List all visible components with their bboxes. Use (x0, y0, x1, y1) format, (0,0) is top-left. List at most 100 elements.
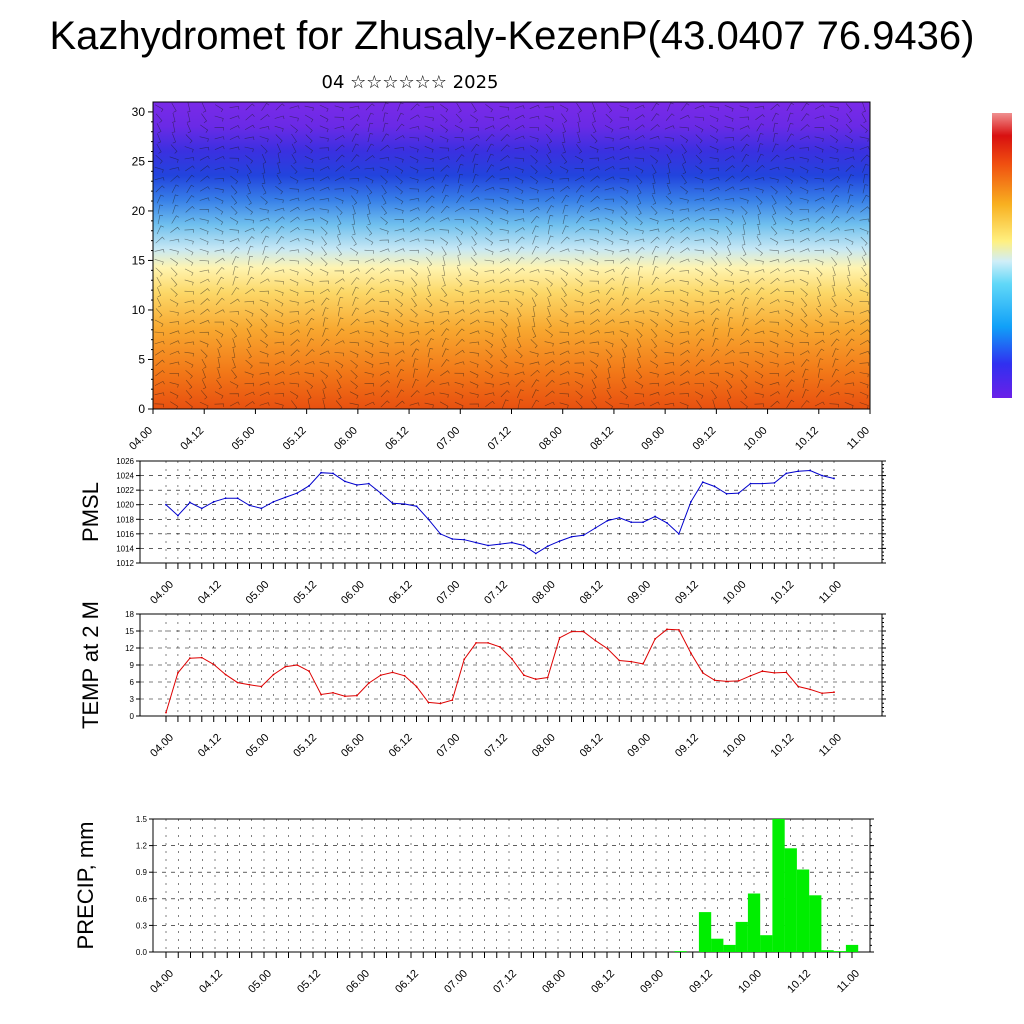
data-point (833, 691, 835, 694)
data-point (606, 647, 609, 650)
data-point (379, 492, 382, 494)
precip-bar (698, 912, 712, 952)
y-tick-label: 12 (125, 644, 134, 653)
x-tick-label: 11.00 (817, 579, 844, 606)
y-tick-label: 0.6 (136, 895, 148, 904)
x-tick-label: 08.00 (530, 732, 558, 760)
data-point (356, 694, 358, 697)
data-point (725, 680, 728, 683)
data-point (415, 685, 418, 688)
data-point (224, 497, 227, 500)
data-point (284, 496, 287, 499)
data-point (344, 480, 346, 483)
data-point (630, 660, 633, 663)
data-point (200, 507, 203, 510)
x-tick-label: 04.12 (178, 425, 206, 453)
data-point (284, 665, 287, 668)
x-tick-label: 07.00 (434, 732, 462, 760)
data-point (618, 516, 621, 519)
precip-bar (821, 950, 834, 952)
y-tick-label: 20 (132, 204, 146, 218)
y-tick-label: 1012 (116, 559, 134, 568)
x-tick-label: 07.00 (442, 968, 470, 996)
x-tick-label: 07.12 (486, 425, 514, 453)
data-point (773, 482, 776, 484)
x-tick-label: 06.00 (332, 425, 360, 453)
x-tick-label: 05.12 (295, 968, 323, 996)
x-tick-label: 11.00 (817, 732, 844, 759)
x-tick-label: 04.12 (196, 732, 224, 760)
precip-bar (845, 944, 859, 952)
data-point (475, 642, 477, 644)
data-point (272, 500, 275, 503)
precip-bar (711, 938, 724, 952)
vertical-profile-panel: 0 5 10 15 20 25 30 04.00 04.12 05.00 05.12 06.00 06.… (127, 101, 872, 453)
y-tick-label: 1014 (116, 544, 134, 553)
x-tick-label: 06.12 (393, 968, 421, 996)
x-tick-label: 08.12 (589, 968, 617, 996)
data-point (391, 502, 394, 505)
data-point (654, 515, 656, 518)
precip-bar (796, 869, 810, 952)
precip-bar (723, 944, 736, 952)
data-point (821, 692, 823, 695)
y-tick-label: 9 (130, 661, 135, 670)
data-point (713, 485, 716, 488)
precip-bar (833, 951, 846, 952)
data-point (499, 646, 501, 648)
data-point (511, 541, 513, 544)
x-tick-label: 09.12 (673, 732, 701, 760)
data-point (713, 679, 716, 682)
data-point (642, 663, 644, 665)
data-point (260, 685, 263, 688)
data-point (558, 636, 561, 639)
x-tick-label: 05.00 (244, 579, 272, 607)
x-tick-label: 08.00 (530, 579, 558, 607)
precip-bar (784, 848, 797, 952)
y-tick-label: 25 (132, 154, 146, 168)
data-point (737, 680, 740, 682)
data-point (189, 657, 191, 660)
data-point (570, 630, 573, 633)
data-point (558, 540, 561, 542)
data-point (451, 538, 454, 540)
data-point (785, 472, 788, 475)
x-tick-label: 05.12 (291, 579, 319, 607)
data-point (189, 501, 191, 504)
data-point (523, 544, 525, 547)
y-tick-label: 0.9 (136, 868, 148, 877)
y-tick-label: 5 (138, 352, 145, 366)
data-point (761, 482, 764, 485)
precip-bar (809, 895, 822, 952)
y-tick-label: 15 (132, 253, 146, 267)
data-point (546, 545, 549, 548)
data-point (224, 673, 227, 676)
data-point (833, 477, 835, 480)
data-point (296, 664, 299, 666)
data-point (749, 674, 752, 677)
y-tick-label: 0.0 (136, 948, 148, 957)
y-tick-label: 1020 (116, 501, 134, 510)
data-point (809, 688, 811, 691)
x-tick-label: 08.12 (578, 579, 606, 607)
data-point (463, 658, 466, 661)
y-tick-label: 1022 (116, 486, 134, 495)
x-tick-label: 09.12 (673, 579, 701, 607)
data-point (439, 702, 442, 705)
x-tick-label: 07.00 (434, 425, 462, 453)
y-tick-label: 1026 (116, 457, 134, 466)
precip-bar (674, 951, 687, 952)
data-point (332, 691, 334, 694)
data-point (296, 492, 299, 494)
x-tick-label: 04.12 (197, 968, 225, 996)
data-point (499, 543, 501, 545)
x-tick-label: 05.00 (246, 968, 274, 996)
data-point (642, 521, 644, 524)
x-tick-label: 08.00 (537, 425, 565, 453)
data-point (308, 670, 310, 673)
data-point (511, 657, 513, 660)
data-point (260, 507, 263, 510)
data-point (582, 630, 585, 633)
x-tick-label: 04.12 (196, 579, 224, 607)
